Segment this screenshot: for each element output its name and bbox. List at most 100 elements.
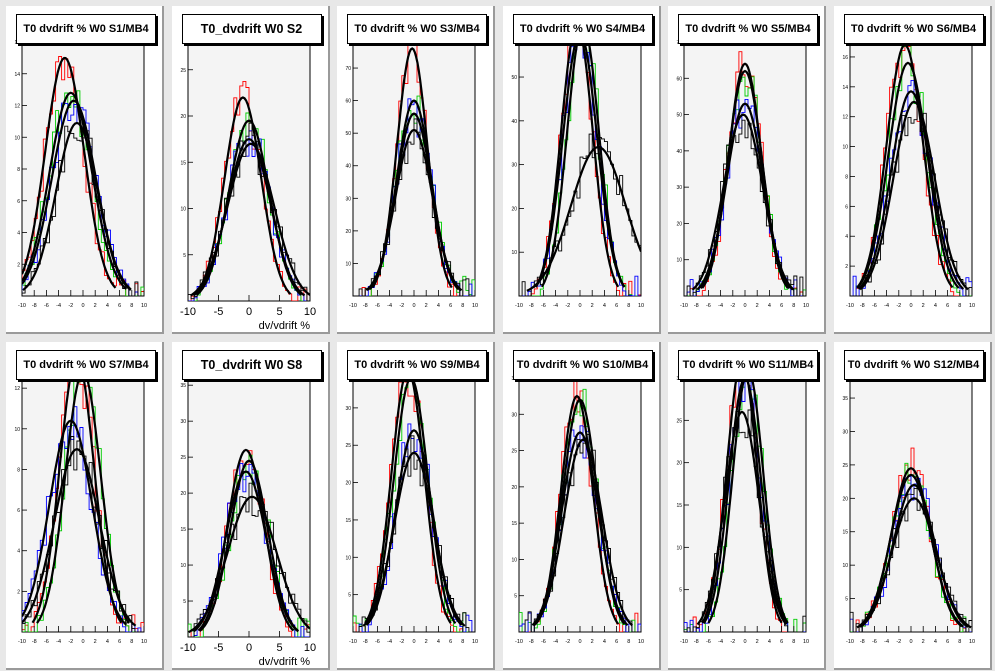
plot-frame bbox=[849, 377, 972, 633]
x-tick-label: -4 bbox=[553, 639, 558, 645]
x-axis-label: dv/vdrift % bbox=[258, 320, 310, 332]
x-tick-label: 10 bbox=[472, 303, 478, 309]
y-tick-label: 12 bbox=[14, 104, 20, 110]
x-tick-label: -4 bbox=[884, 303, 889, 309]
x-axis-label: dv/vdrift % bbox=[258, 656, 310, 668]
gaussian-fit-curve-3 bbox=[22, 419, 128, 626]
y-tick-label: 4 bbox=[17, 231, 20, 237]
y-tick-label: 50 bbox=[676, 113, 682, 119]
y-tick-label: 8 bbox=[17, 467, 20, 473]
chart-title: T0 dvdrift % W0 S4/MB4 bbox=[512, 14, 653, 44]
y-tick-label: 30 bbox=[180, 419, 186, 425]
x-tick-label: 10 bbox=[637, 639, 643, 645]
x-tick-label: 8 bbox=[958, 303, 961, 309]
plot-frame bbox=[187, 41, 310, 302]
gaussian-fit-curve-4 bbox=[532, 438, 633, 627]
y-tick-label: 20 bbox=[676, 221, 682, 227]
y-tick-label: 30 bbox=[345, 196, 351, 202]
x-tick-label: -8 bbox=[363, 639, 368, 645]
histogram-chart: -10 -8 -6 -4 -2 0 2 4 6 8 10 5 10 15 20 25 30 bbox=[345, 377, 478, 645]
x-tick-label: -4 bbox=[387, 639, 392, 645]
y-tick-label: 25 bbox=[511, 449, 517, 455]
x-tick-label: 10 bbox=[968, 639, 974, 645]
plot-frame bbox=[683, 377, 807, 633]
y-tick-label: 10 bbox=[676, 258, 682, 264]
gaussian-fit-curve-2 bbox=[365, 378, 457, 625]
chart-pad: -10 -8 -6 -4 -2 0 2 4 6 8 10 2 4 6 8 10 12 T0 dvdrift % W… bbox=[6, 342, 164, 670]
x-tick-label: 2 bbox=[756, 639, 759, 645]
y-tick-label: 5 bbox=[348, 593, 351, 599]
y-tick-label: 30 bbox=[345, 406, 351, 412]
x-tick-label: 6 bbox=[780, 303, 783, 309]
y-tick-label: 5 bbox=[183, 599, 186, 605]
gaussian-fit-curve-4 bbox=[22, 447, 137, 627]
gaussian-fit-curve-2 bbox=[540, 42, 625, 288]
y-tick-label: 10 bbox=[14, 135, 20, 141]
x-tick-label: 6 bbox=[946, 639, 949, 645]
x-tick-label: -8 bbox=[363, 303, 368, 309]
x-tick-label: 8 bbox=[461, 639, 464, 645]
chart-title: T0 dvdrift % W0 S10/MB4 bbox=[512, 350, 653, 380]
gaussian-fit-curve-4 bbox=[858, 100, 969, 291]
x-tick-label: 2 bbox=[425, 639, 428, 645]
x-tick-label: -2 bbox=[68, 639, 73, 645]
y-tick-label: 20 bbox=[676, 461, 682, 467]
x-tick-label: 0 bbox=[909, 303, 912, 309]
x-tick-label: 0 bbox=[412, 639, 415, 645]
y-tick-label: 50 bbox=[345, 131, 351, 137]
gaussian-fit-curve-4 bbox=[365, 128, 463, 292]
x-tick-label: 4 bbox=[933, 639, 936, 645]
x-tick-label: 4 bbox=[602, 303, 605, 309]
x-tick-label: 4 bbox=[106, 639, 109, 645]
x-tick-label: 8 bbox=[792, 639, 795, 645]
x-tick-label: -10 bbox=[18, 303, 26, 309]
x-tick-label: 10 bbox=[141, 303, 147, 309]
histogram-chart: -10 -5 0 5 10 5 10 15 20 25 30 35 dv/vdrift % bbox=[180, 377, 316, 668]
y-tick-label: 20 bbox=[842, 496, 848, 502]
x-tick-label: 8 bbox=[130, 303, 133, 309]
gaussian-fit-curve-4 bbox=[855, 497, 972, 629]
y-tick-label: 15 bbox=[676, 503, 682, 509]
y-tick-label: 10 bbox=[511, 557, 517, 563]
histogram-series-4 bbox=[518, 133, 641, 296]
x-tick-label: 6 bbox=[780, 639, 783, 645]
x-tick-label: -2 bbox=[565, 303, 570, 309]
y-tick-label: 40 bbox=[511, 119, 517, 125]
x-tick-label: 0 bbox=[743, 303, 746, 309]
y-tick-label: 15 bbox=[180, 160, 186, 166]
x-tick-label: 2 bbox=[425, 303, 428, 309]
y-tick-label: 25 bbox=[345, 443, 351, 449]
x-tick-label: 4 bbox=[933, 303, 936, 309]
y-tick-label: 40 bbox=[676, 149, 682, 155]
y-tick-label: 50 bbox=[511, 75, 517, 81]
y-tick-label: 20 bbox=[180, 114, 186, 120]
x-tick-label: 2 bbox=[921, 303, 924, 309]
y-tick-label: 4 bbox=[845, 234, 848, 240]
y-tick-label: 10 bbox=[345, 555, 351, 561]
x-tick-label: -2 bbox=[730, 639, 735, 645]
y-tick-label: 5 bbox=[845, 597, 848, 603]
x-tick-label: -6 bbox=[44, 639, 49, 645]
x-tick-label: 0 bbox=[245, 642, 251, 654]
x-tick-label: 10 bbox=[472, 639, 478, 645]
x-tick-label: -8 bbox=[694, 639, 699, 645]
x-tick-label: 10 bbox=[303, 642, 315, 654]
chart-title: T0 dvdrift % W0 S3/MB4 bbox=[347, 14, 487, 44]
x-tick-label: 8 bbox=[792, 303, 795, 309]
x-tick-label: 6 bbox=[118, 303, 121, 309]
x-tick-label: -6 bbox=[871, 639, 876, 645]
x-tick-label: -6 bbox=[706, 303, 711, 309]
y-tick-label: 30 bbox=[842, 429, 848, 435]
y-tick-label: 10 bbox=[180, 207, 186, 213]
y-tick-label: 25 bbox=[180, 455, 186, 461]
gaussian-fit-curve-2 bbox=[857, 473, 964, 628]
gaussian-fit-curve-4 bbox=[525, 146, 641, 292]
chart-pad: -10 -8 -6 -4 -2 0 2 4 6 8 10 2 4 6 8 10 12 14 16 T0 dvdrift… bbox=[833, 6, 992, 334]
chart-title: T0 dvdrift % W0 S6/MB4 bbox=[843, 14, 984, 44]
x-tick-label: 0 bbox=[909, 639, 912, 645]
